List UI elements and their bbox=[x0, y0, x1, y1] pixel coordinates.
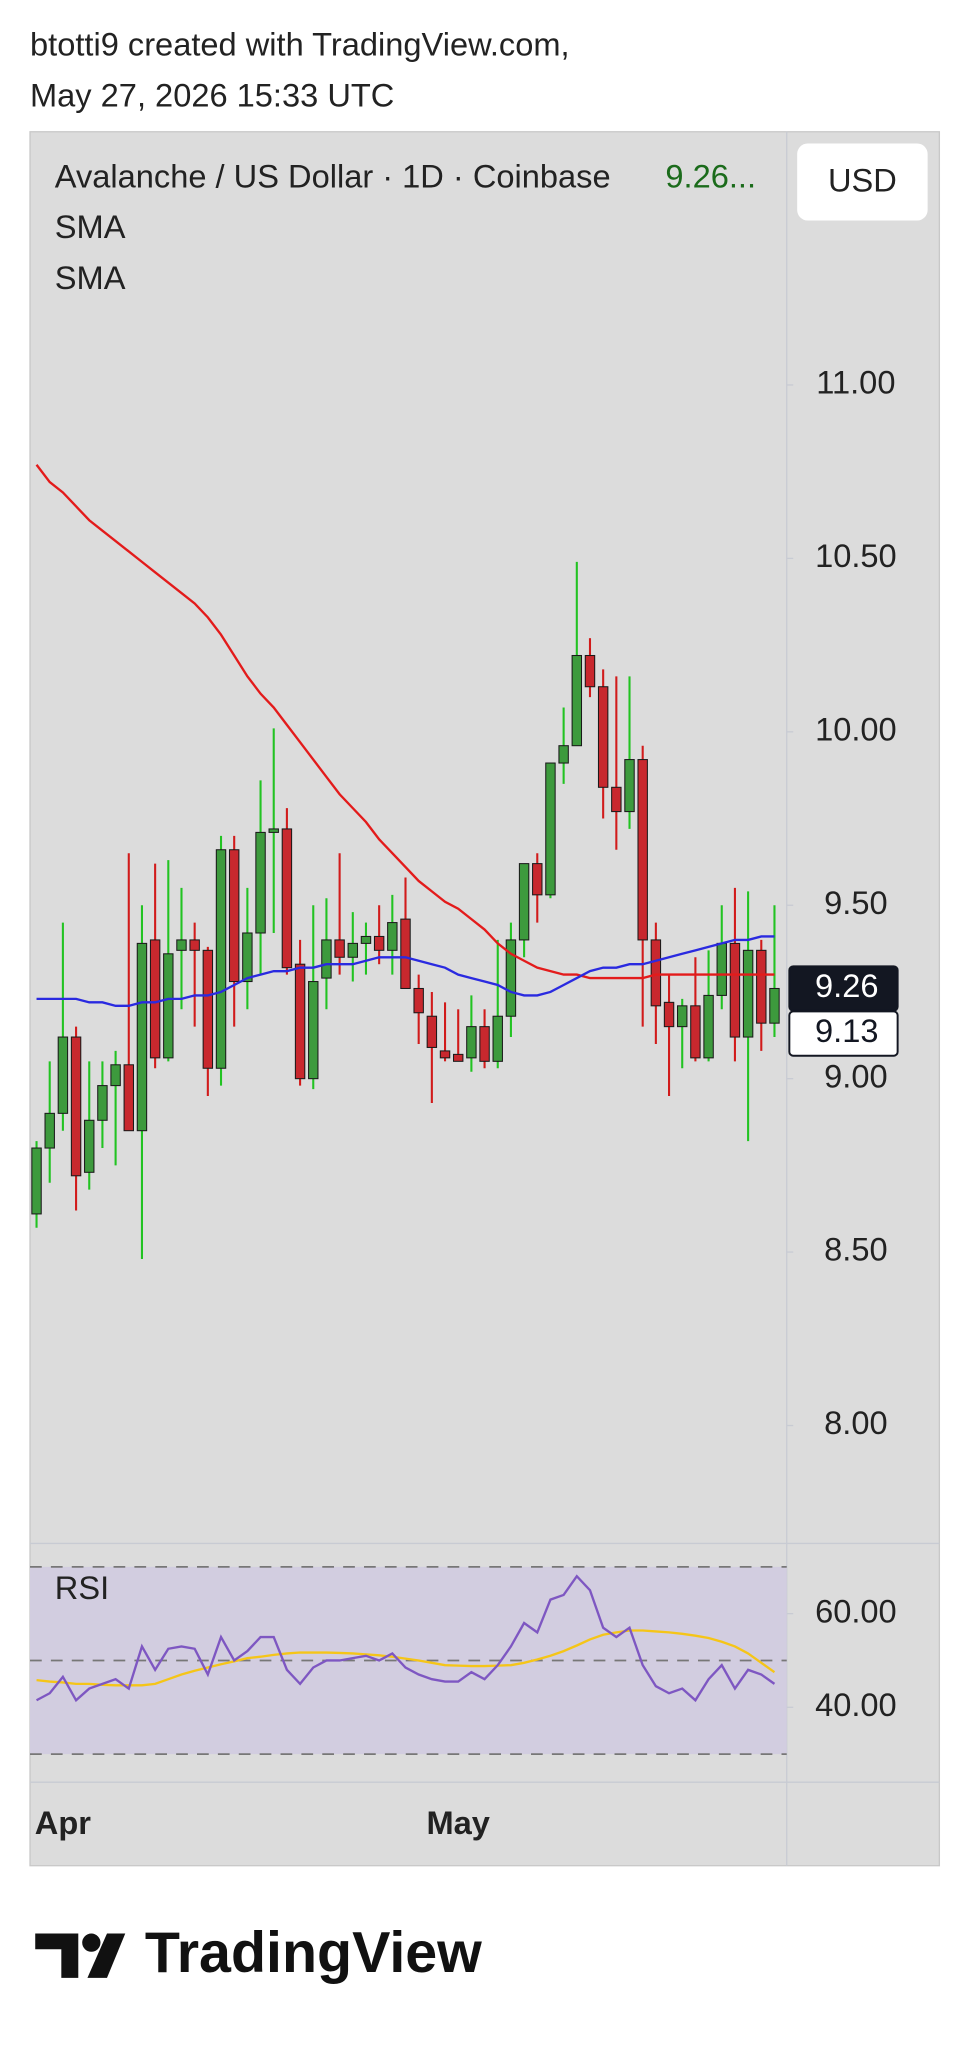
candle-body bbox=[176, 939, 187, 951]
candle-body bbox=[479, 1026, 490, 1062]
y-tick-label: 8.50 bbox=[824, 1231, 887, 1268]
tradingview-logo bbox=[35, 1933, 126, 1978]
price-marker bbox=[788, 1010, 899, 1057]
y-tick-label: 9.50 bbox=[824, 884, 887, 921]
candle-body bbox=[532, 863, 543, 896]
y-tick-label: 9.00 bbox=[824, 1057, 887, 1094]
currency-label[interactable]: USD bbox=[828, 161, 897, 198]
candle-body bbox=[677, 1005, 688, 1028]
candle-body bbox=[242, 932, 253, 983]
candle-body bbox=[70, 1036, 82, 1177]
candle-body bbox=[663, 1001, 675, 1028]
y-tick-label: 40.00 bbox=[815, 1686, 897, 1723]
candle-body bbox=[400, 918, 411, 990]
y-tick-label: 8.00 bbox=[824, 1404, 887, 1441]
candle-body bbox=[742, 949, 754, 1038]
candle-body bbox=[452, 1053, 464, 1062]
candle-body bbox=[347, 942, 359, 958]
candle-body bbox=[756, 949, 767, 1024]
candle-body bbox=[703, 994, 714, 1059]
sma-line bbox=[35, 464, 775, 980]
x-tick-label: May bbox=[426, 1804, 489, 1841]
candle-body bbox=[716, 942, 727, 996]
price-pane: 8.00 8.50 9.00 9.50 10.00 10.50 11.00 Apr May 9.2… bbox=[31, 364, 899, 1841]
candle-body bbox=[110, 1064, 121, 1087]
candle-body bbox=[545, 762, 556, 896]
y-tick-label: 11.00 bbox=[816, 364, 895, 401]
price-marker-label: 9.13 bbox=[815, 1012, 878, 1049]
candle-body bbox=[426, 1015, 438, 1048]
candle-body bbox=[492, 1015, 503, 1062]
currency-button[interactable] bbox=[797, 143, 928, 221]
legend-rsi: RSI bbox=[55, 1569, 109, 1606]
candle-body bbox=[413, 987, 424, 1014]
candle-body bbox=[597, 686, 609, 788]
y-tick-label: 10.50 bbox=[815, 537, 897, 574]
timestamp: May 27, 2026 15:33 UTC bbox=[30, 76, 394, 113]
candle-body bbox=[202, 949, 214, 1069]
candle-body bbox=[624, 759, 635, 813]
candle-body bbox=[360, 935, 372, 944]
candle-body bbox=[729, 942, 741, 1038]
candle-body bbox=[255, 831, 266, 934]
symbol-title: Avalanche / US Dollar · 1D · Coinbase bbox=[55, 157, 611, 194]
candle-body bbox=[123, 1064, 134, 1132]
candle-body bbox=[268, 828, 279, 833]
candle-body bbox=[149, 939, 161, 1059]
candle-body bbox=[189, 939, 200, 951]
candle-body bbox=[84, 1119, 95, 1173]
legend-sma: SMA bbox=[55, 259, 126, 296]
candle-body bbox=[518, 863, 530, 941]
legend-sma: SMA bbox=[55, 208, 126, 245]
y-tick-label: 60.00 bbox=[815, 1592, 897, 1629]
x-tick-label: Apr bbox=[35, 1804, 91, 1841]
candle-body bbox=[31, 1147, 42, 1215]
candle-body bbox=[334, 939, 345, 958]
brand: TradingView bbox=[145, 1921, 482, 1985]
candle-body bbox=[136, 942, 148, 1132]
candle-body bbox=[769, 987, 780, 1024]
candle-body bbox=[387, 922, 398, 951]
candle-body bbox=[163, 953, 174, 1059]
rsi-line bbox=[35, 1574, 776, 1703]
sma-line bbox=[36, 935, 775, 1007]
candle-body bbox=[294, 963, 306, 1080]
candle-body bbox=[637, 759, 648, 941]
rsi-pane: 40.00 60.00 bbox=[30, 1565, 897, 1755]
candle-body bbox=[505, 939, 517, 1017]
candle-body bbox=[690, 1005, 701, 1059]
author-line: btotti9 created with TradingView.com, bbox=[30, 26, 570, 63]
candle-body bbox=[281, 828, 293, 969]
candle-body bbox=[321, 939, 332, 979]
header-value: 9.26... bbox=[665, 157, 756, 194]
candle-body bbox=[97, 1085, 108, 1121]
candle-body bbox=[584, 654, 596, 688]
candle-body bbox=[373, 935, 385, 951]
candle-body bbox=[466, 1026, 477, 1059]
price-marker-label: 9.26 bbox=[815, 967, 878, 1004]
rsi-average bbox=[36, 1629, 776, 1687]
candle-body bbox=[57, 1036, 69, 1114]
candle-body bbox=[439, 1050, 451, 1059]
candle-body bbox=[558, 745, 569, 764]
candle-body bbox=[611, 786, 622, 813]
candle-body bbox=[308, 981, 319, 1080]
candle-body bbox=[215, 849, 227, 1069]
candle-body bbox=[650, 939, 662, 1007]
candle-body bbox=[228, 849, 240, 983]
candle-body bbox=[571, 654, 583, 747]
candle-body bbox=[44, 1112, 55, 1149]
y-tick-label: 10.00 bbox=[815, 710, 897, 747]
